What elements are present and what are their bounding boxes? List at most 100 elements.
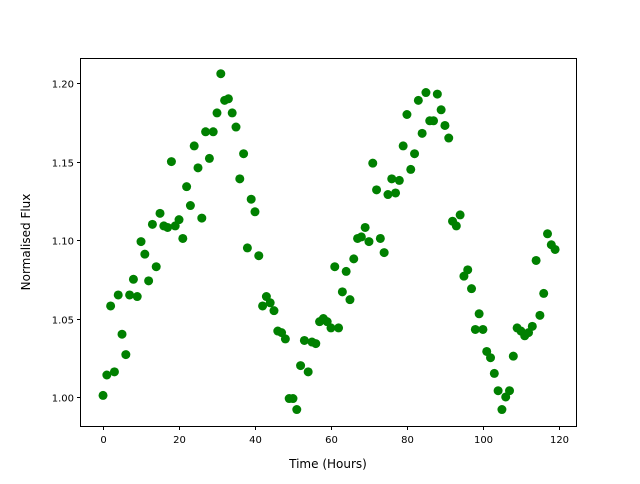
data-point (463, 265, 473, 275)
data-point (204, 153, 214, 163)
data-point (508, 351, 518, 361)
data-point (356, 232, 366, 242)
data-point (197, 213, 207, 223)
data-point (372, 185, 382, 195)
x-tick-label: 40 (249, 435, 262, 446)
data-point (121, 350, 131, 360)
data-point (292, 405, 302, 415)
data-point (455, 210, 465, 220)
data-point (406, 164, 416, 174)
data-point (174, 215, 184, 225)
data-point (98, 390, 108, 400)
data-point (189, 141, 199, 151)
data-point (375, 233, 385, 243)
data-point (470, 324, 480, 334)
axes-frame (80, 58, 577, 427)
data-point (166, 157, 176, 167)
y-axis-label: Normalised Flux (19, 194, 33, 291)
data-point (379, 248, 389, 258)
data-point (231, 122, 241, 132)
data-point (242, 243, 252, 253)
data-point (303, 367, 313, 377)
data-point (254, 251, 264, 261)
data-point (451, 221, 461, 231)
data-point (368, 158, 378, 168)
data-point (497, 405, 507, 415)
data-point (345, 295, 355, 305)
data-point (421, 88, 431, 98)
data-point (417, 128, 427, 138)
data-points (98, 69, 560, 415)
data-point (486, 353, 496, 363)
data-point (109, 367, 119, 377)
data-point (201, 127, 211, 137)
data-point (330, 262, 340, 272)
data-point (239, 149, 249, 159)
data-point (539, 288, 549, 298)
data-point (360, 222, 370, 232)
data-point (550, 244, 560, 254)
data-point (299, 335, 309, 345)
data-point (402, 109, 412, 119)
data-point (413, 95, 423, 105)
data-point (216, 69, 226, 79)
data-point (193, 163, 203, 173)
data-point (334, 323, 344, 333)
y-tick-label: 1.00 (52, 394, 74, 405)
data-point (326, 323, 336, 333)
data-point (147, 219, 157, 229)
y-tick-label: 1.15 (52, 159, 74, 170)
data-point (288, 394, 298, 404)
data-point (246, 194, 256, 204)
data-point (535, 310, 545, 320)
data-point (223, 94, 233, 104)
data-point (493, 386, 503, 396)
data-point (212, 108, 222, 118)
data-point (102, 370, 112, 380)
y-tick-label: 1.05 (52, 316, 74, 327)
data-point (440, 120, 450, 130)
data-point (387, 174, 397, 184)
data-point (467, 284, 477, 294)
data-point (155, 208, 165, 218)
x-tick-label: 80 (401, 435, 414, 446)
data-point (125, 290, 135, 300)
data-point (144, 276, 154, 286)
data-point (269, 306, 279, 316)
x-tick-label: 120 (550, 435, 569, 446)
data-point (364, 237, 374, 247)
x-tick-label: 60 (325, 435, 338, 446)
y-tick-label: 1.20 (52, 80, 74, 91)
data-point (394, 175, 404, 185)
x-axis-label: Time (Hours) (288, 457, 367, 471)
data-point (531, 255, 541, 265)
data-point (478, 324, 488, 334)
data-point (410, 149, 420, 159)
data-point (527, 321, 537, 331)
data-point (136, 237, 146, 247)
data-point (182, 182, 192, 192)
data-point (235, 174, 245, 184)
data-point (383, 190, 393, 200)
y-axis-ticks: 1.00 1.05 1.10 1.15 1.20 (52, 80, 81, 405)
data-point (505, 386, 515, 396)
data-point (296, 361, 306, 371)
data-point (113, 290, 123, 300)
data-point (444, 133, 454, 143)
data-point (117, 329, 127, 339)
data-point (140, 249, 150, 259)
data-point (489, 368, 499, 378)
data-point (474, 309, 484, 319)
y-tick-label: 1.10 (52, 237, 74, 248)
data-point (128, 274, 138, 284)
data-point (436, 105, 446, 115)
data-point (432, 89, 442, 99)
data-point (208, 127, 218, 137)
data-point (227, 108, 237, 118)
data-point (398, 141, 408, 151)
data-point (429, 116, 439, 126)
data-point (337, 287, 347, 297)
data-point (106, 301, 116, 311)
